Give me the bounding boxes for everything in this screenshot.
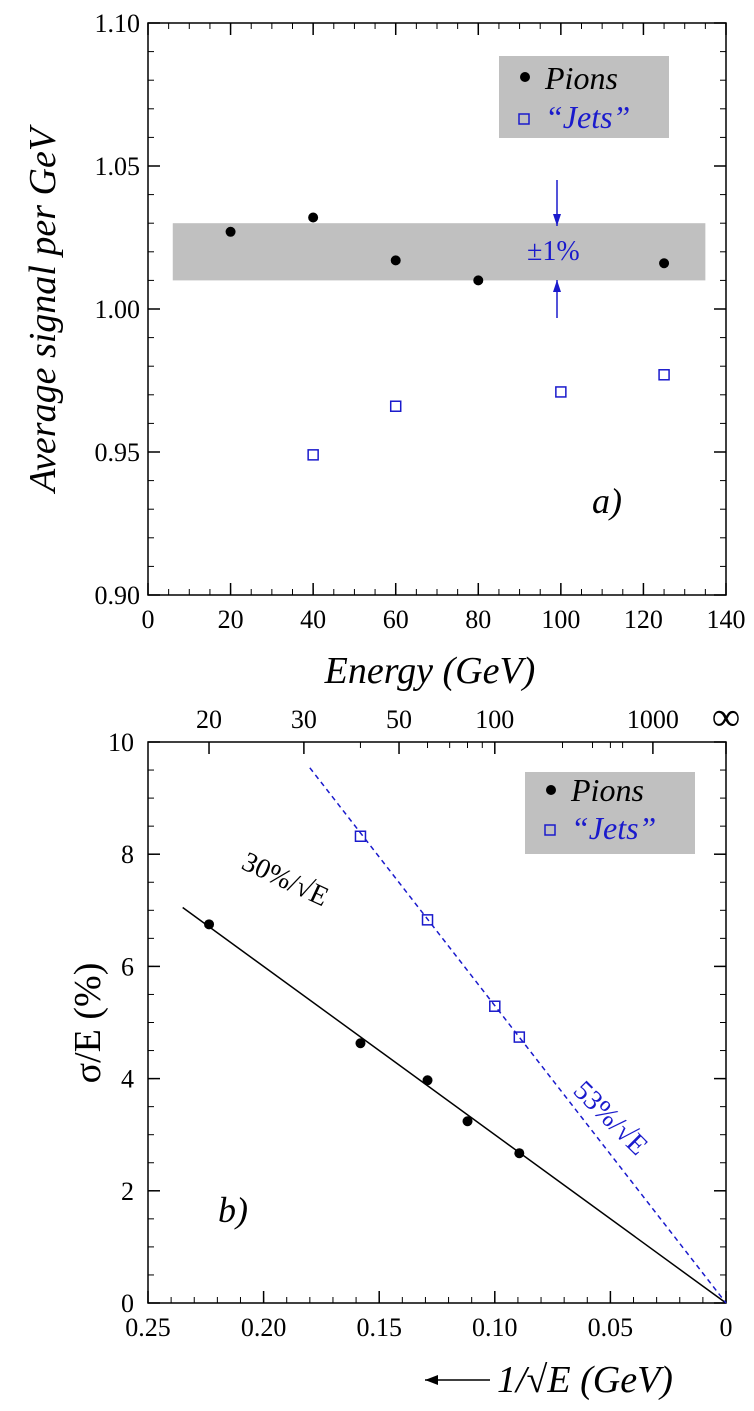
legend-circle-icon [546, 785, 556, 795]
arrowhead-down-icon [553, 214, 561, 226]
x-tick-label: 80 [465, 605, 491, 634]
legend-circle-icon [520, 72, 530, 82]
jet-point [555, 386, 567, 398]
legend-label-jets-b: “Jets” [571, 810, 656, 846]
fit-lines [182, 767, 727, 1304]
fit-label-pions: 30%/√E [237, 846, 333, 913]
x-tick-label: 0.25 [125, 1313, 171, 1342]
data-marks-b [204, 830, 526, 1159]
legend-b: Pions “Jets” [525, 772, 695, 854]
top-tick-label: 30 [291, 705, 317, 734]
y-tick-label: 1.05 [95, 152, 141, 181]
panel-label-a: a) [592, 481, 622, 521]
pion-point [422, 1075, 433, 1086]
pion-point [473, 275, 484, 286]
x-tick-labels-a: 0 20 40 60 80 100 120 140 [142, 605, 746, 634]
legend-label-pions-b: Pions [570, 772, 644, 808]
pion-point [514, 1148, 525, 1159]
top-axis-labels-b: 20 30 50 100 1000 ∞ [196, 694, 740, 739]
jet-point [421, 914, 434, 926]
y-tick-labels-b: 0 2 4 6 8 10 [108, 728, 134, 1318]
band-width-annotation: ±1% [527, 180, 580, 318]
x-tick-label: 0.10 [472, 1313, 518, 1342]
pion-point [659, 258, 670, 269]
top-tick-label: 20 [196, 705, 222, 734]
x-tick-label: 0.15 [356, 1313, 402, 1342]
y-tick-label: 8 [121, 840, 134, 869]
legend-label-pions-a: Pions [544, 60, 618, 96]
top-tick-label: 50 [386, 705, 412, 734]
data-marks-a [225, 212, 670, 461]
jet-point [354, 830, 367, 842]
tolerance-band [172, 223, 706, 281]
y-tick-label: 6 [121, 952, 134, 981]
pion-fit-line [182, 906, 727, 1304]
arrowhead-up-icon [553, 280, 561, 292]
x-tick-labels-b: 0.25 0.20 0.15 0.10 0.05 0 [125, 1313, 732, 1342]
x-tick-label: 140 [707, 605, 746, 634]
legend-a: Pions “Jets” [499, 56, 669, 138]
y-axis-label-a: Average signal per GeV [22, 124, 64, 495]
y-tick-label: 0.95 [95, 438, 141, 467]
jet-point [489, 1000, 501, 1012]
pion-point [308, 212, 319, 223]
jet-point [307, 449, 319, 461]
top-tick-label: 100 [475, 705, 514, 734]
x-tick-label: 20 [218, 605, 244, 634]
y-tick-label: 1.00 [95, 295, 141, 324]
jet-fit-line [309, 767, 727, 1304]
legend-square-icon [544, 824, 556, 836]
axis-ticks-b [147, 741, 727, 1304]
axis-ticks-a [147, 22, 727, 596]
x-tick-label: 0 [720, 1313, 733, 1342]
x-tick-label: 0.20 [241, 1313, 287, 1342]
jet-point [658, 369, 670, 381]
y-tick-labels-a: 0.90 0.95 1.00 1.05 1.10 [95, 9, 141, 610]
x-axis-label-a: Energy (GeV) [324, 650, 536, 692]
y-tick-label: 0 [121, 1289, 134, 1318]
pion-point [390, 255, 401, 266]
band-annotation-text: ±1% [527, 236, 580, 267]
pion-point [225, 226, 236, 237]
pion-point [355, 1038, 366, 1049]
panel-a: 0.900.951.001.051.10 0 20 40 60 80 100 120 140 … [22, 9, 746, 692]
panel-label-b: b) [218, 1190, 248, 1230]
panel-b: 0 2 4 6 8 10 0.25 0.20 0.15 0.10 0.05 0 20 30 50 100 1… [67, 694, 740, 1401]
y-tick-label: 1.10 [95, 9, 141, 38]
x-tick-label: 0 [142, 605, 155, 634]
y-tick-label: 4 [121, 1065, 134, 1094]
y-tick-label: 0.90 [95, 581, 141, 610]
x-tick-label: 100 [541, 605, 580, 634]
pion-point [462, 1116, 473, 1127]
top-tick-label: 1000 [627, 705, 679, 734]
top-tick-label: ∞ [712, 694, 741, 739]
legend-square-icon [518, 113, 530, 125]
pion-point [204, 919, 215, 930]
jet-point [513, 1031, 526, 1043]
arrowhead-left-icon [425, 1375, 438, 1385]
y-tick-label: 10 [108, 728, 134, 757]
x-tick-label: 0.05 [588, 1313, 634, 1342]
x-tick-label: 120 [624, 605, 663, 634]
y-axis-label-b: σ/E (%) [67, 963, 109, 1084]
x-tick-label: 60 [383, 605, 409, 634]
fit-label-jets: 53%/√E [567, 1075, 654, 1162]
x-axis-label-group-b: 1/√E (GeV) [425, 1359, 673, 1401]
x-tick-label: 40 [300, 605, 326, 634]
jet-point [389, 400, 402, 412]
x-axis-label-b: 1/√E (GeV) [497, 1359, 673, 1401]
legend-label-jets-a: “Jets” [545, 99, 630, 135]
y-tick-label: 2 [121, 1177, 134, 1206]
